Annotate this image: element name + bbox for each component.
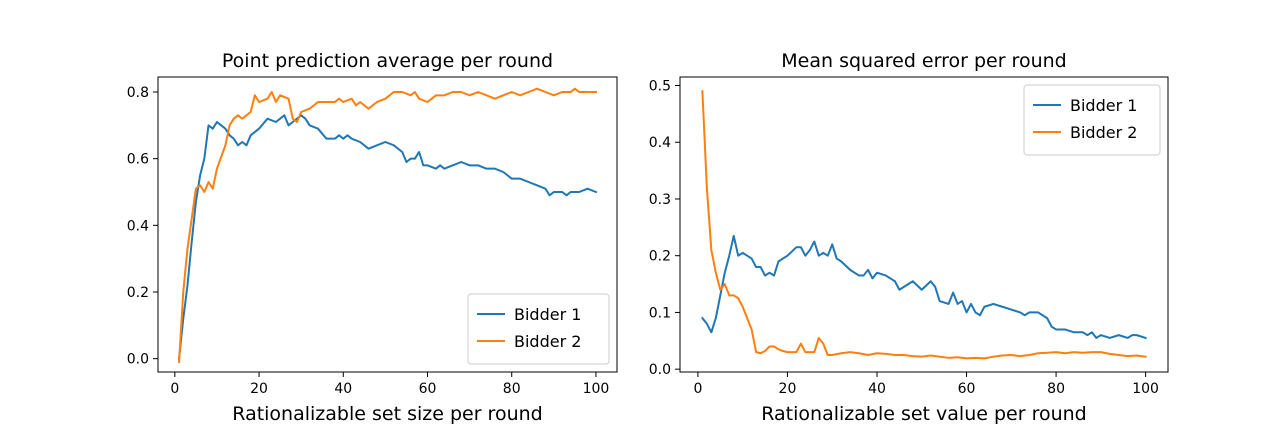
legend-box — [1023, 84, 1161, 156]
legend-label-2: Bidder 2 — [514, 332, 581, 351]
series-line-2 — [178, 87, 597, 364]
chart-mean-squared-error: Mean squared error per round 0 20 40 60 80 100… — [649, 50, 1169, 425]
series-line-2 — [701, 90, 1147, 360]
x-tick-label: 100 — [583, 381, 610, 397]
x-axis-label: Rationalizable set size per round — [232, 403, 542, 425]
y-tick-label: 0.1 — [649, 305, 671, 321]
y-tick-label: 0.0 — [649, 362, 671, 378]
series-line-1 — [700, 234, 1147, 340]
legend: Bidder 1 Bidder 2 — [467, 293, 610, 365]
legend-label-1: Bidder 1 — [514, 305, 581, 324]
x-tick-label: 80 — [503, 381, 521, 397]
y-tick-label: 0.4 — [649, 135, 671, 151]
legend-box — [467, 293, 610, 365]
x-tick-label: 80 — [1047, 381, 1065, 397]
y-tick-label: 0.2 — [649, 249, 671, 265]
chart-title: Point prediction average per round — [222, 50, 553, 72]
x-tick-label: 60 — [958, 381, 976, 397]
y-tick-label: 0.0 — [127, 352, 149, 368]
x-tick-label: 40 — [868, 381, 886, 397]
axes-frame — [157, 76, 618, 373]
y-tick-label: 0.2 — [127, 285, 149, 301]
x-tick-label: 40 — [334, 381, 352, 397]
y-tick-label: 0.5 — [649, 79, 671, 95]
y-tick-label: 0.4 — [127, 218, 149, 234]
x-tick-label: 60 — [419, 381, 437, 397]
legend-label-2: Bidder 2 — [1070, 123, 1137, 142]
legend: Bidder 1 Bidder 2 — [1023, 84, 1161, 156]
y-tick-label: 0.8 — [127, 85, 149, 101]
x-axis-label: Rationalizable set value per round — [761, 403, 1087, 425]
x-tick-label: 100 — [1132, 381, 1159, 397]
axes-frame — [679, 76, 1169, 373]
y-tick-label: 0.6 — [127, 152, 149, 168]
y-tick-label: 0.3 — [649, 192, 671, 208]
chart-point-prediction: Point prediction average per round 0 20 40 6… — [127, 50, 618, 425]
chart-title: Mean squared error per round — [781, 50, 1066, 72]
legend-label-1: Bidder 1 — [1070, 96, 1137, 115]
x-tick-label: 20 — [250, 381, 268, 397]
x-tick-label: 0 — [693, 381, 702, 397]
x-tick-label: 20 — [779, 381, 797, 397]
x-tick-label: 0 — [170, 381, 179, 397]
